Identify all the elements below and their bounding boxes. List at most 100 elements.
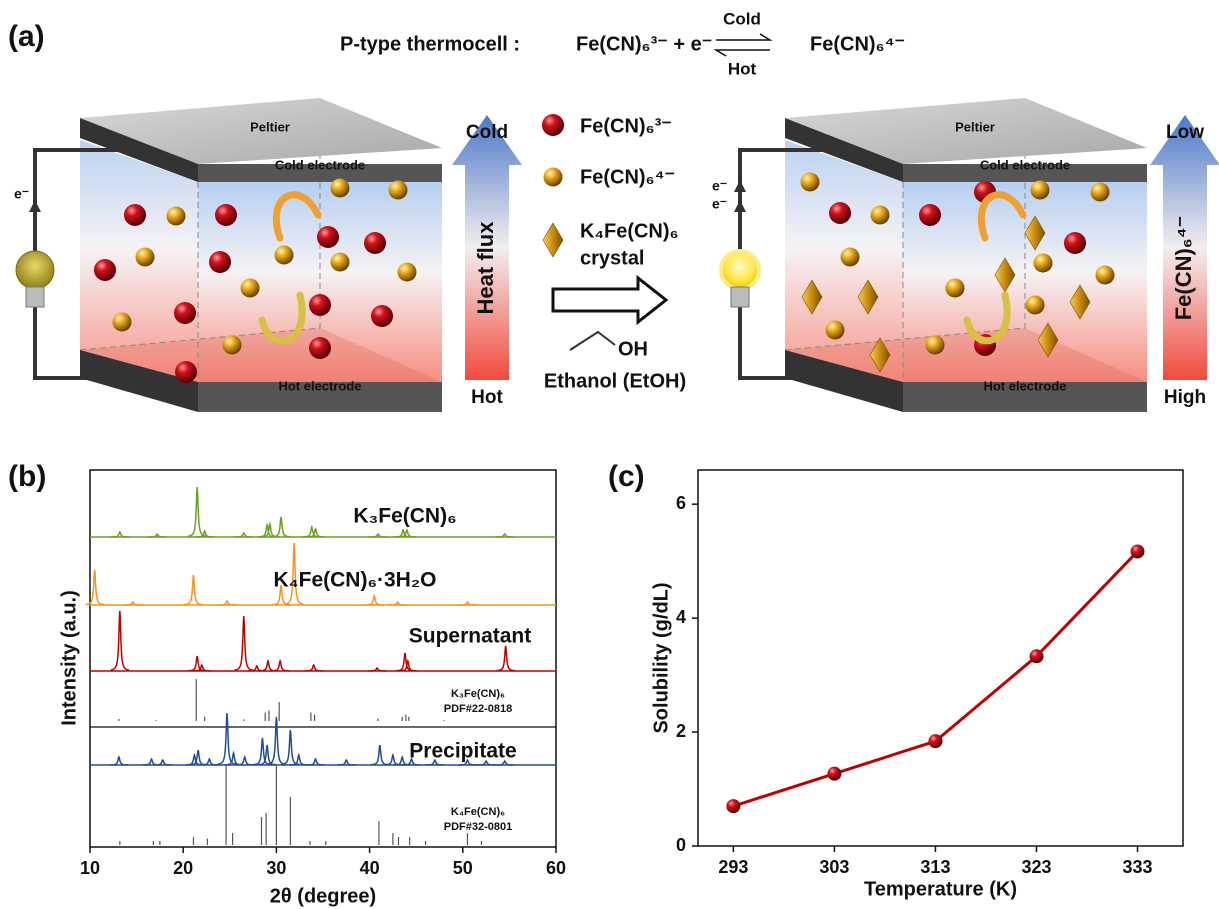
ferricyanide-ion [94,259,116,281]
reference-label: K₃Fe(CN)₆ [451,688,505,700]
data-line [733,551,1137,806]
legend-label: K₄Fe(CN)₆ [580,220,679,242]
diffraction-peak [281,730,300,765]
x-axis-label: 2θ (degree) [270,885,376,907]
wire-arrow [734,180,746,192]
x-tick-label: 303 [819,857,849,877]
backward-label: Hot [728,59,757,78]
x-tick-label: 30 [266,858,286,878]
ferrocyanide-ion [946,279,965,298]
bulb [16,251,54,289]
electron: e⁻ [712,178,727,194]
x-tick-label: 40 [360,858,380,878]
ferricyanide-ion [1064,232,1086,254]
data-point [1029,649,1043,663]
diffraction-peak [496,646,515,671]
trace-label: Precipitate [409,740,516,763]
ferricyanide-ion [215,204,237,226]
crystal [543,223,563,257]
ferrocyanide-ion [1034,254,1053,273]
bulb-base [26,287,44,307]
ferrocyanide-ion [113,313,132,332]
x-tick-label: 10 [80,858,100,878]
diffraction-peak [271,661,290,671]
ferrocyanide-ion [1096,266,1115,285]
diffraction-peak [337,760,356,765]
ferrocyanide-ion [544,168,563,187]
arrow-label: Heat flux [473,221,498,315]
arrow-label: Hot [471,387,503,408]
y-axis-label: Solubility (g/dL) [650,582,672,733]
ferrocyanide-ion [801,173,820,192]
ferricyanide-ion [309,337,331,359]
legend-label: crystal [580,247,645,269]
ferricyanide-ion [124,204,146,226]
x-tick-label: 293 [718,857,748,877]
diffraction-peak [184,575,203,605]
electrode-label: Cold electrode [980,157,1070,172]
reactant: Fe(CN)₆³⁻ + e⁻ [576,33,712,55]
ferricyanide-ion [175,361,197,383]
arrow-label: Cold [466,122,508,143]
diffraction-peak [110,757,129,765]
diffraction-peak [272,517,291,537]
legend-label: Fe(CN)₆⁴⁻ [580,166,675,188]
ethanol-label: Ethanol (EtOH) [544,370,686,392]
ferrocyanide-ion [1031,181,1050,200]
ferrocyanide-ion [926,336,945,355]
x-tick-label: 50 [453,858,473,878]
x-axis-label: Temperature (K) [864,878,1017,900]
ferrocyanide-ion [136,248,155,267]
y-tick-label: 6 [676,493,686,513]
ferricyanide-ion [829,202,851,224]
product: Fe(CN)₆⁴⁻ [810,33,905,55]
trace-label: Supernatant [409,625,532,648]
diffraction-peak [234,616,253,670]
forward-label: Cold [723,9,761,28]
ferricyanide-ion [309,294,331,316]
diffraction-peak [85,570,104,605]
diffraction-peak [306,759,325,765]
reference-card: PDF#22-0818 [444,703,513,715]
ferricyanide-ion [174,302,196,324]
y-axis-label: Intensity (a.u.) [58,590,80,726]
diffraction-peak [111,611,130,670]
panel-label: (c) [608,460,645,493]
ferrocyanide-ion [331,253,350,272]
electron: e⁻ [712,196,727,212]
diffraction-peak [111,532,130,537]
y-tick-label: 4 [676,607,686,627]
ferricyanide-ion [364,232,386,254]
diffraction-peak [267,717,286,764]
process-arrow [553,278,666,322]
ferricyanide-ion [317,226,339,248]
diffraction-peak [188,487,207,536]
x-tick-label: 60 [546,858,566,878]
x-tick-label: 333 [1123,857,1153,877]
legend-label: Fe(CN)₆³⁻ [580,115,672,137]
y-tick-label: 2 [676,721,686,741]
diffraction-peak [304,665,323,671]
ferrocyanide-ion [223,336,242,355]
electrode-label: Hot electrode [278,378,361,393]
y-tick-label: 0 [676,835,686,855]
electrode-label: Cold electrode [275,157,365,172]
data-point [726,799,740,813]
peltier-label: Peltier [250,119,290,134]
diffraction-peak [365,596,384,605]
trace-label: K₄Fe(CN)₆·3H₂O [273,569,436,592]
x-tick-label: 313 [920,857,950,877]
bulb [721,251,759,289]
ferricyanide-ion [371,305,393,327]
ferricyanide-ion [209,251,231,273]
ferricyanide-ion [919,204,941,226]
plot-frame [90,470,556,847]
wire-arrow [29,200,41,212]
ethanol-group: OH [618,338,648,360]
figure: PeltierCold electrodeHot electrodePeltie… [0,0,1219,909]
bulb-base [731,287,749,307]
ferrocyanide-ion [826,321,845,340]
ethanol-structure [570,332,615,350]
data-point [928,734,942,748]
x-tick-label: 323 [1021,857,1051,877]
